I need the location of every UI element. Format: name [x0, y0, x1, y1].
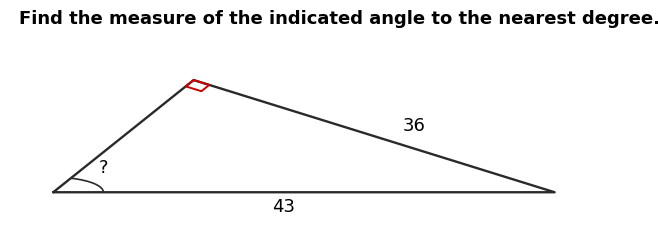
Text: 43: 43	[272, 198, 295, 216]
Text: Find the measure of the indicated angle to the nearest degree.: Find the measure of the indicated angle …	[20, 10, 658, 28]
Text: 36: 36	[403, 117, 426, 135]
Text: ?: ?	[99, 159, 108, 177]
